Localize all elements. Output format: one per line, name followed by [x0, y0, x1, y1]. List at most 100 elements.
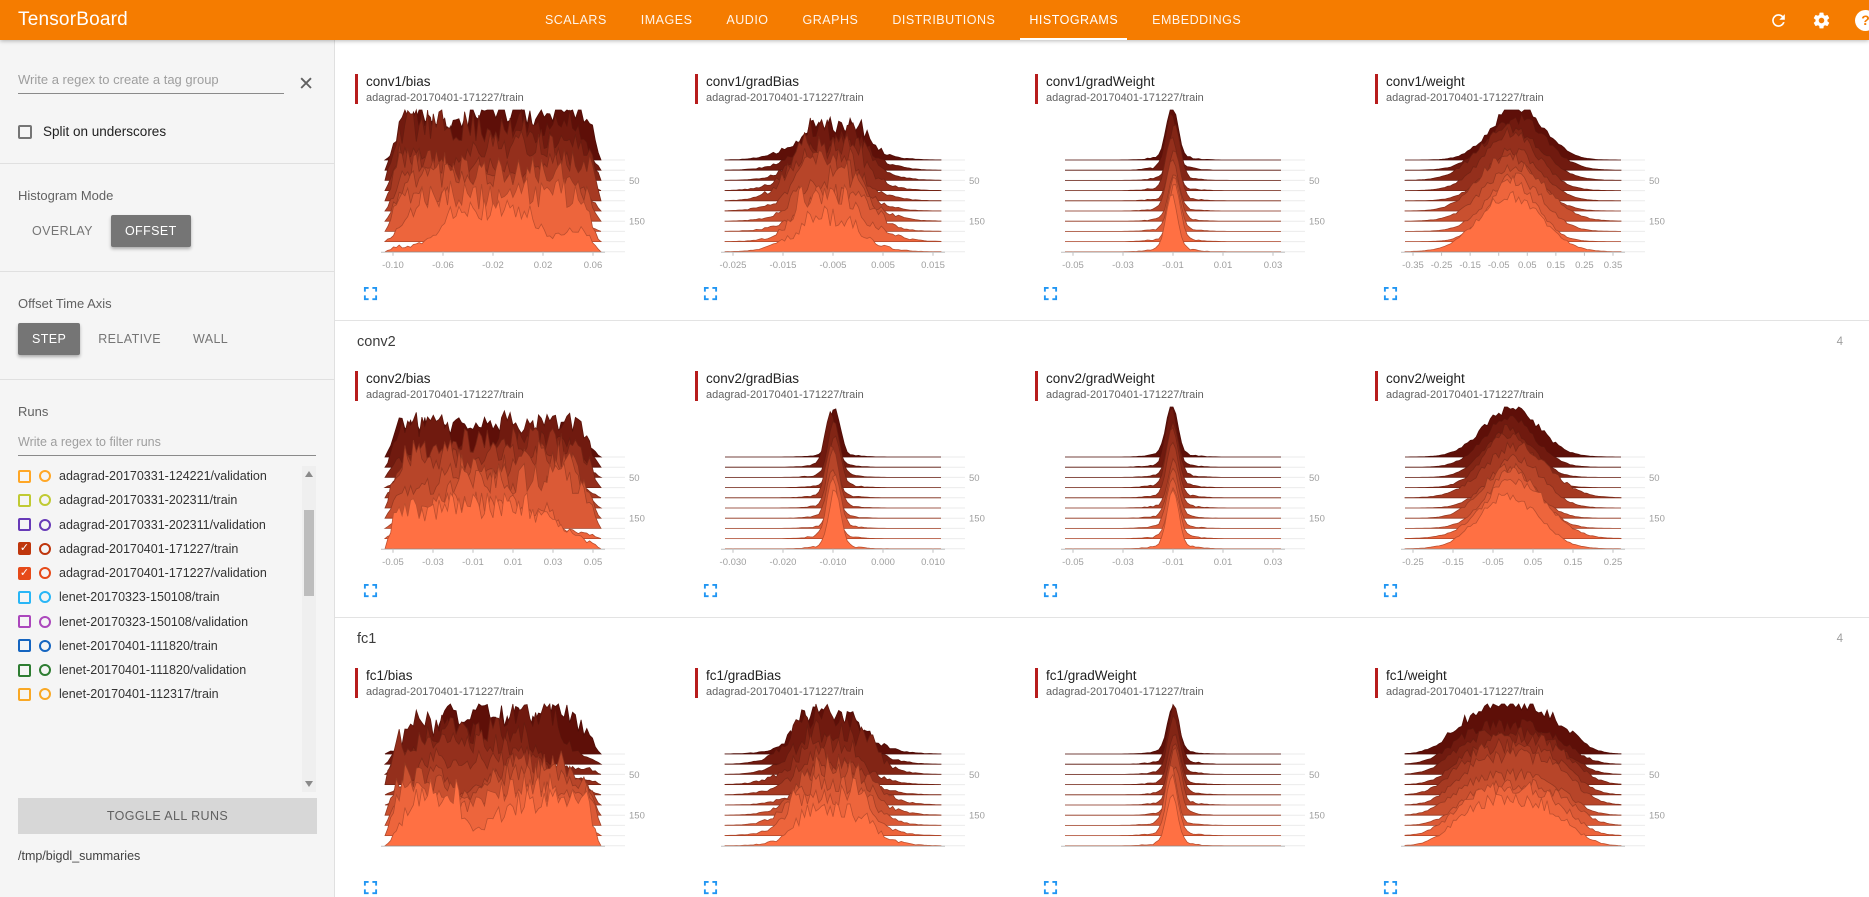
run-accent-bar	[1375, 74, 1378, 104]
run-item[interactable]: lenet-20170323-150108/train	[18, 585, 296, 609]
run-item[interactable]: lenet-20170323-150108/validation	[18, 610, 296, 634]
help-icon[interactable]: ?	[1855, 9, 1869, 31]
run-item[interactable]: lenet-20170401-112317/train	[18, 682, 296, 706]
expand-icon[interactable]	[1383, 880, 1398, 897]
tab-images[interactable]: IMAGES	[640, 13, 693, 27]
run-checkbox[interactable]	[18, 663, 31, 677]
run-checkbox[interactable]	[18, 469, 31, 483]
run-accent-bar	[1035, 74, 1038, 104]
tab-graphs[interactable]: GRAPHS	[802, 13, 859, 27]
tag-regex-input[interactable]	[18, 66, 285, 94]
run-item[interactable]: ✓ adagrad-20170401-171227/validation	[18, 561, 296, 585]
histogram-chart: 50 150 -0.025 -0.015 -0.005 0.005 0.015	[720, 115, 985, 271]
top-nav: SCALARS IMAGES AUDIO GRAPHS DISTRIBUTION…	[528, 0, 1258, 40]
run-filter-input[interactable]	[18, 429, 316, 456]
run-checkbox[interactable]: ✓	[18, 566, 31, 580]
svg-text:-0.25: -0.25	[1402, 557, 1424, 568]
tab-histograms[interactable]: HISTOGRAMS	[1012, 0, 1135, 40]
svg-text:50: 50	[629, 770, 640, 781]
expand-icon[interactable]	[1043, 583, 1058, 601]
tab-embeddings[interactable]: EMBEDDINGS	[1152, 13, 1242, 27]
expand-icon[interactable]	[1043, 880, 1058, 897]
run-checkbox[interactable]	[18, 687, 31, 701]
run-item[interactable]: ✓ adagrad-20170401-171227/train	[18, 537, 296, 561]
run-checkbox[interactable]	[18, 615, 31, 629]
toggle-all-runs-button[interactable]: TOGGLE ALL RUNS	[18, 798, 317, 834]
divider	[0, 379, 334, 380]
run-color-circle	[39, 542, 51, 555]
run-checkbox[interactable]	[18, 493, 31, 507]
expand-icon[interactable]	[363, 880, 378, 897]
expand-icon[interactable]	[363, 583, 378, 601]
card-run-name: adagrad-20170401-171227/train	[1046, 92, 1204, 104]
svg-text:0.000: 0.000	[871, 557, 895, 568]
scroll-up-icon[interactable]	[305, 471, 313, 477]
expand-icon[interactable]	[703, 286, 718, 304]
run-item[interactable]: lenet-20170401-111820/train	[18, 634, 296, 658]
run-item[interactable]: adagrad-20170331-202311/validation	[18, 513, 296, 537]
run-checkbox[interactable]: ✓	[18, 542, 31, 556]
offset-button[interactable]: OFFSET	[110, 215, 191, 247]
expand-icon[interactable]	[703, 880, 718, 897]
svg-text:150: 150	[629, 514, 645, 525]
run-item[interactable]: adagrad-20170331-202311/train	[18, 488, 296, 512]
histogram-chart: 50 150 -0.35 -0.25 -0.15 -0.05 0.05 0.15 0.25 0.3…	[1401, 109, 1665, 271]
expand-icon[interactable]	[363, 286, 378, 304]
category-header-conv2[interactable]: conv2 4	[335, 320, 1869, 363]
run-label: adagrad-20170331-124221/validation	[59, 469, 267, 483]
svg-text:0.06: 0.06	[584, 260, 603, 271]
category-count: 4	[1836, 633, 1843, 645]
run-item[interactable]: lenet-20170401-111820/validation	[18, 658, 296, 682]
gear-icon[interactable]	[1812, 11, 1831, 30]
svg-text:-0.010: -0.010	[820, 557, 847, 568]
card-run-name: adagrad-20170401-171227/train	[706, 686, 864, 698]
card-title: fc1/weight	[1386, 668, 1447, 683]
tab-audio[interactable]: AUDIO	[726, 13, 769, 27]
run-checkbox[interactable]	[18, 639, 31, 653]
expand-icon[interactable]	[1383, 583, 1398, 601]
run-accent-bar	[1035, 371, 1038, 401]
category-name: conv2	[357, 334, 396, 350]
scroll-down-icon[interactable]	[305, 781, 313, 787]
split-underscores-checkbox[interactable]: Split on underscores	[18, 124, 316, 139]
svg-text:50: 50	[629, 176, 640, 187]
svg-text:-0.35: -0.35	[1402, 260, 1424, 271]
run-color-circle	[39, 518, 51, 531]
runs-label: Runs	[18, 404, 49, 419]
category-header-fc1[interactable]: fc1 4	[335, 617, 1869, 660]
run-checkbox[interactable]	[18, 518, 31, 532]
histogram-chart: 50 150	[1061, 703, 1325, 847]
step-button[interactable]: STEP	[18, 323, 81, 355]
expand-icon[interactable]	[1383, 286, 1398, 304]
svg-text:-0.25: -0.25	[1431, 260, 1453, 271]
svg-text:-0.020: -0.020	[770, 557, 797, 568]
relative-button[interactable]: RELATIVE	[84, 323, 175, 355]
svg-text:0.15: 0.15	[1547, 260, 1566, 271]
runs-scrollbar[interactable]	[302, 466, 316, 792]
category-cards-conv1: conv1/bias adagrad-20170401-171227/train…	[335, 40, 1869, 320]
tab-distributions[interactable]: DISTRIBUTIONS	[892, 13, 996, 27]
run-color-circle	[39, 664, 51, 677]
wall-button[interactable]: WALL	[179, 323, 242, 355]
svg-text:-0.005: -0.005	[820, 260, 847, 271]
scrollbar-thumb[interactable]	[304, 510, 314, 596]
run-accent-bar	[355, 74, 358, 104]
close-icon[interactable]: ✕	[298, 74, 314, 95]
category-cards-conv2: conv2/bias adagrad-20170401-171227/train…	[335, 363, 1869, 617]
tab-scalars[interactable]: SCALARS	[544, 13, 607, 27]
expand-icon[interactable]	[1043, 286, 1058, 304]
histogram-card: conv1/gradBias adagrad-20170401-171227/t…	[695, 74, 1035, 304]
overlay-button[interactable]: OVERLAY	[18, 215, 107, 247]
run-checkbox[interactable]	[18, 590, 31, 604]
run-color-circle	[39, 615, 51, 628]
run-label: adagrad-20170331-202311/validation	[59, 517, 266, 532]
svg-text:-0.03: -0.03	[422, 557, 444, 568]
svg-text:0.15: 0.15	[1564, 557, 1583, 568]
refresh-icon[interactable]	[1769, 11, 1788, 30]
run-label: lenet-20170323-150108/train	[59, 590, 220, 605]
checkbox-icon[interactable]	[18, 124, 32, 139]
run-item[interactable]: adagrad-20170331-124221/validation	[18, 464, 296, 488]
svg-text:-0.15: -0.15	[1459, 260, 1481, 271]
card-run-name: adagrad-20170401-171227/train	[1386, 686, 1544, 698]
expand-icon[interactable]	[703, 583, 718, 601]
